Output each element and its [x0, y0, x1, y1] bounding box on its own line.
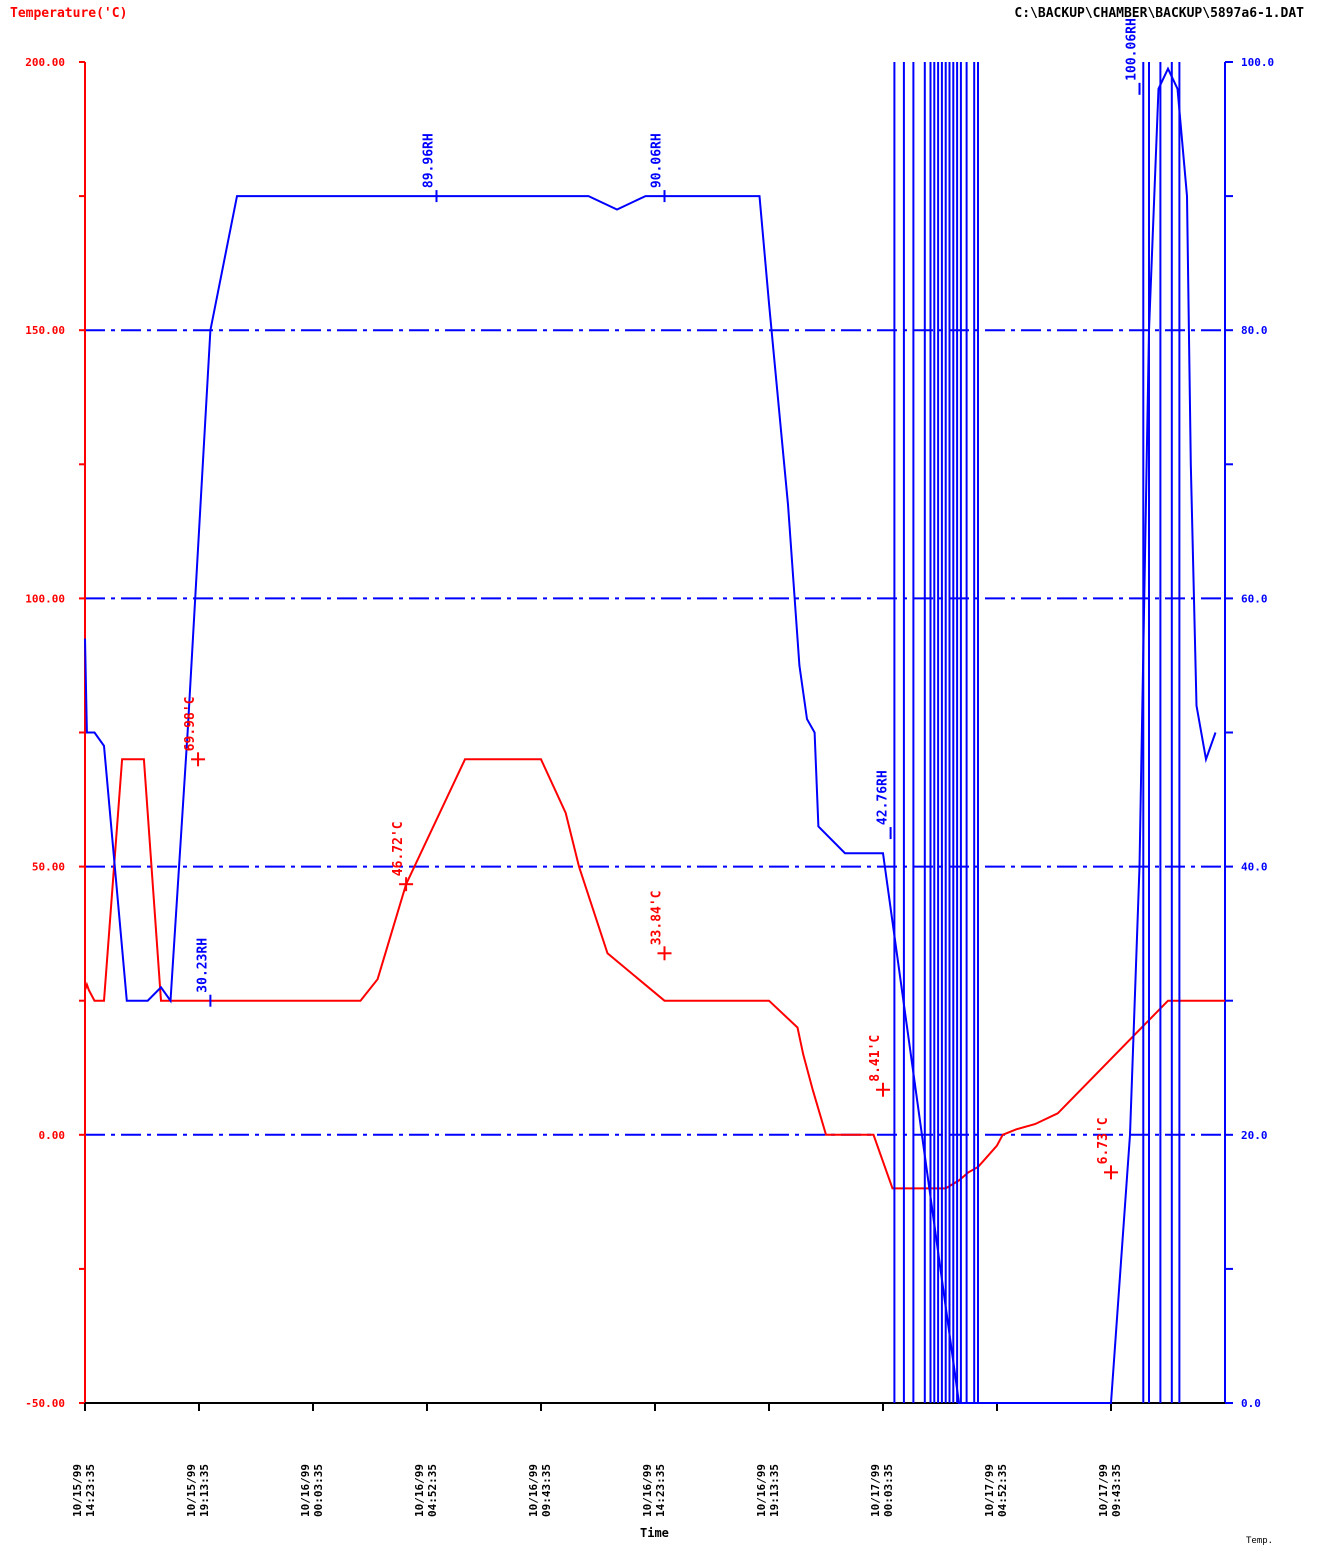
grid-lines	[85, 329, 1225, 1136]
x-tick-label-line: 10/15/99	[71, 1464, 84, 1517]
x-tick-label: 10/15/99 19:13:35	[185, 1464, 211, 1517]
x-tick-label-line: 10/17/99	[869, 1464, 882, 1517]
left-tick-label: -50.00	[25, 1397, 65, 1410]
x-tick-label: 10/16/99 14:23:35	[641, 1464, 667, 1517]
right-tick-label: 20.0	[1241, 1129, 1268, 1142]
right-tick-label: 40.0	[1241, 861, 1268, 874]
left-tick-label: 100.00	[25, 592, 65, 605]
annotation-label: 46.72'C	[391, 821, 406, 876]
left-axis-title: Temperature('C)	[10, 6, 128, 21]
point-annotations: 69.98'C 46.72'C 33.84'C 8.41'C 6.73'C 30.23RH…	[183, 18, 1141, 1180]
temperature-line	[84, 758, 1225, 1190]
left-tick-label: 50.00	[32, 861, 65, 874]
x-tick-label-line: 04:52:35	[996, 1464, 1009, 1517]
x-tick-label: 10/15/99 14:23:35	[71, 1464, 97, 1517]
x-tick-label-line: 14:23:35	[84, 1464, 97, 1517]
x-tick-label-line: 19:13:35	[768, 1464, 781, 1517]
x-tick-label-line: 14:23:35	[654, 1464, 667, 1517]
x-tick-label-line: 00:03:35	[882, 1464, 895, 1517]
x-tick-label-line: 00:03:35	[312, 1464, 325, 1517]
annotation-label: 89.96RH	[422, 133, 437, 188]
annotation-label: 42.76RH	[876, 770, 891, 825]
x-tick-label-line: 09:43:35	[1110, 1464, 1123, 1517]
x-tick-label: 10/16/99 00:03:35	[299, 1464, 325, 1517]
right-tick-label: 0.0	[1241, 1397, 1261, 1410]
series-lines	[84, 66, 1225, 1404]
annotation-label: 90.06RH	[650, 133, 665, 188]
x-tick-label-line: 04:52:35	[426, 1464, 439, 1517]
x-tick-label-line: 10/16/99	[527, 1464, 540, 1517]
x-tick-label: 10/17/99 09:43:35	[1097, 1464, 1123, 1517]
corner-label: Temp.	[1246, 1536, 1274, 1546]
left-tick-label: 0.00	[39, 1129, 66, 1142]
x-tick-label: 10/17/99 04:52:35	[983, 1464, 1009, 1517]
x-tick-label-line: 10/15/99	[185, 1464, 198, 1517]
axes: 200.00 150.00 100.00 50.00 0.00 -50.00 100.0 80…	[25, 56, 1274, 1517]
annotation-label: 33.84'C	[650, 890, 665, 945]
x-tick-label-line: 19:13:35	[198, 1464, 211, 1517]
annotation-label: 8.41'C	[868, 1035, 883, 1082]
x-tick-label-line: 09:43:35	[540, 1464, 553, 1517]
x-tick-label-line: 10/16/99	[755, 1464, 768, 1517]
left-tick-label: 150.00	[25, 324, 65, 337]
x-tick-label-line: 10/16/99	[413, 1464, 426, 1517]
x-tick-label-line: 10/16/99	[299, 1464, 312, 1517]
humidity-line	[84, 66, 1217, 1404]
x-tick-label-line: 10/16/99	[641, 1464, 654, 1517]
rh-bursts	[893, 62, 1181, 1403]
right-tick-label: 80.0	[1241, 324, 1268, 337]
x-tick-label: 10/16/99 04:52:35	[413, 1464, 439, 1517]
x-tick-label-line: 10/17/99	[1097, 1464, 1110, 1517]
x-tick-label: 10/16/99 09:43:35	[527, 1464, 553, 1517]
x-axis-title: Time	[640, 1526, 669, 1540]
x-tick-label-line: 10/17/99	[983, 1464, 996, 1517]
file-path: C:\BACKUP\CHAMBER\BACKUP\5897a6-1.DAT	[1014, 6, 1304, 21]
left-tick-label: 200.00	[25, 56, 65, 69]
right-tick-label: 60.0	[1241, 592, 1268, 605]
annotation-label: 6.73'C	[1096, 1117, 1111, 1164]
right-tick-label: 100.0	[1241, 56, 1274, 69]
annotation-label: 100.06RH	[1125, 18, 1140, 81]
x-tick-label: 10/16/99 19:13:35	[755, 1464, 781, 1517]
annotation-label: 30.23RH	[195, 938, 210, 993]
annotation-label: 69.98'C	[183, 697, 198, 752]
x-tick-label: 10/17/99 00:03:35	[869, 1464, 895, 1517]
